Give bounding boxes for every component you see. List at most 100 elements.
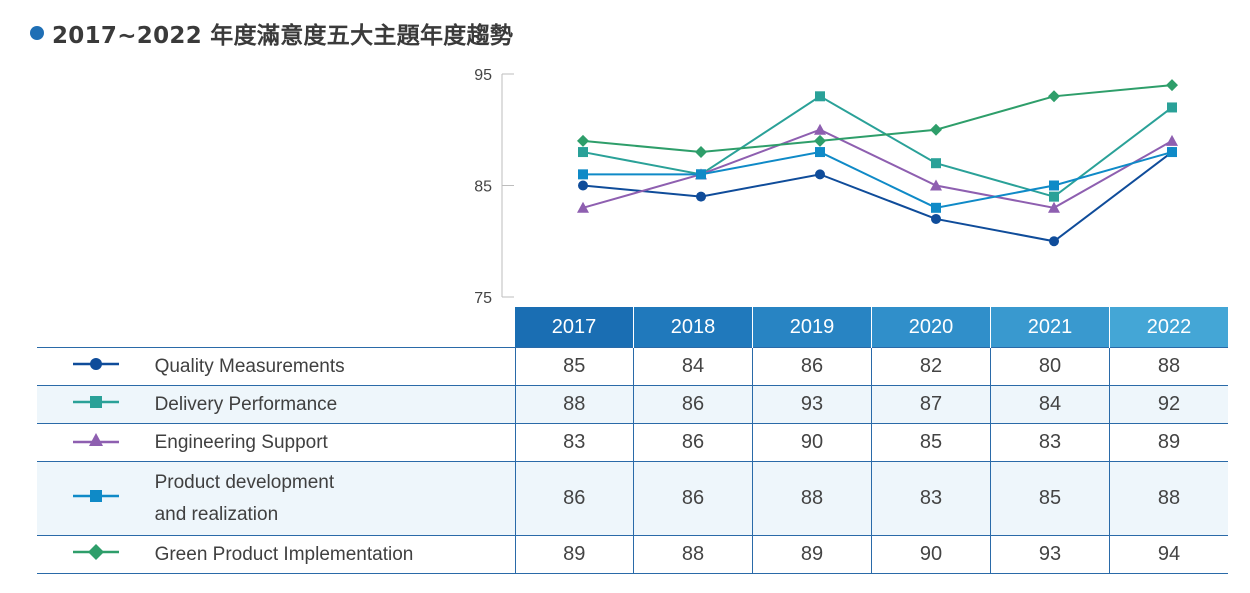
table-row: Delivery Performance 88 86 93 87 84 92: [37, 385, 1228, 424]
data-point: [1048, 201, 1060, 213]
table-cell: 90: [752, 423, 872, 462]
row-label: Quality Measurements: [154, 347, 515, 386]
header-year: 2019: [752, 307, 872, 348]
table-cell: 89: [514, 535, 634, 574]
row-label: Green Product Implementation: [154, 535, 515, 574]
table-cell: 94: [1109, 535, 1228, 574]
table-cell: 86: [514, 461, 634, 536]
table-cell: 84: [990, 385, 1110, 424]
data-point: [931, 213, 941, 224]
y-tick-label: 85: [474, 179, 492, 196]
legend-marker: [37, 535, 155, 574]
table-cell: 87: [871, 385, 991, 424]
table-cell: 86: [752, 347, 872, 386]
data-point: [1049, 191, 1059, 202]
table-cell: 85: [871, 423, 991, 462]
data-point: [696, 191, 706, 202]
header-year: 2020: [871, 307, 991, 348]
table-cell: 93: [990, 535, 1110, 574]
legend-marker: [37, 461, 155, 536]
square-marker-icon: [72, 490, 119, 502]
header-blank: [37, 307, 515, 348]
data-point: [1166, 79, 1178, 92]
table-row: Product development and realization 86 8…: [37, 461, 1228, 536]
y-tick-label: 95: [474, 67, 492, 84]
data-point: [1049, 180, 1059, 191]
table-cell: 90: [871, 535, 991, 574]
series-line: [582, 95, 1173, 198]
series-line: [583, 151, 1173, 209]
table-cell: 85: [514, 347, 634, 386]
row-label: Product development and realization: [154, 461, 515, 536]
table-cell: 83: [871, 461, 991, 536]
data-point: [815, 91, 825, 102]
data-point: [930, 123, 942, 136]
table-row: Engineering Support 83 86 90 85 83 89: [37, 423, 1228, 462]
legend-marker: [37, 347, 155, 386]
data-point: [578, 147, 588, 158]
row-label: Engineering Support: [154, 423, 515, 462]
series-line: [582, 84, 1173, 154]
square-marker-icon: [72, 396, 119, 408]
data-point: [1167, 102, 1177, 113]
table-cell: 83: [514, 423, 634, 462]
table-cell: 92: [1109, 385, 1228, 424]
header-year: 2018: [633, 307, 753, 348]
data-point: [577, 134, 589, 147]
legend-marker: [37, 423, 155, 462]
page-title: 2017~2022 年度滿意度五大主題年度趨勢: [52, 23, 514, 49]
triangle-marker-icon: [72, 433, 119, 446]
header-year: 2021: [990, 307, 1110, 348]
bullet-dot-icon: [30, 26, 44, 40]
table-cell: 88: [514, 385, 634, 424]
table-cell: 88: [1109, 461, 1228, 536]
data-point: [931, 202, 941, 213]
table-row: Green Product Implementation 89 88 89 90…: [37, 535, 1228, 574]
line-chart: 75 85 95: [474, 67, 1178, 305]
title-row: 2017~2022 年度滿意度五大主題年度趨勢: [30, 16, 513, 50]
table-cell: 89: [1109, 423, 1228, 462]
data-point: [1166, 134, 1178, 146]
row-label-line: and realization: [154, 503, 279, 525]
table-cell: 89: [752, 535, 872, 574]
y-tick-label: 75: [474, 290, 492, 305]
circle-marker-icon: [72, 358, 119, 370]
data-point: [930, 179, 942, 191]
data-point: [1048, 90, 1060, 103]
data-point: [578, 169, 588, 180]
table-cell: 86: [633, 385, 753, 424]
data-point: [815, 169, 825, 180]
table-cell: 88: [752, 461, 872, 536]
data-point: [931, 158, 941, 169]
table-cell: 88: [633, 535, 753, 574]
data-point: [1167, 147, 1177, 158]
table-cell: 88: [1109, 347, 1228, 386]
series-line: [582, 151, 1173, 243]
data-table: 2017 2018 2019 2020 2021 2022 Quality Me…: [37, 307, 1228, 574]
data-point: [814, 123, 826, 135]
table-cell: 83: [990, 423, 1110, 462]
row-label: Delivery Performance: [154, 385, 515, 424]
table-cell: 86: [633, 423, 753, 462]
table-cell: 80: [990, 347, 1110, 386]
table-cell: 85: [990, 461, 1110, 536]
data-point: [578, 180, 588, 191]
series-line: [582, 128, 1173, 209]
header-year: 2017: [515, 307, 634, 348]
data-point: [696, 169, 706, 180]
row-label-line: Product development: [154, 471, 335, 493]
data-point: [577, 201, 589, 213]
table-cell: 82: [871, 347, 991, 386]
table-cell: 84: [633, 347, 753, 386]
header-year: 2022: [1109, 307, 1228, 348]
diamond-marker-icon: [72, 544, 119, 560]
table-header-row: 2017 2018 2019 2020 2021 2022: [37, 307, 1228, 348]
table-cell: 86: [633, 461, 753, 536]
data-point: [814, 134, 826, 147]
table-cell: 93: [752, 385, 872, 424]
data-point: [1049, 236, 1059, 247]
legend-marker: [37, 385, 155, 424]
data-point: [695, 146, 707, 159]
data-point: [815, 147, 825, 158]
table-row: Quality Measurements 85 84 86 82 80 88: [37, 347, 1228, 386]
